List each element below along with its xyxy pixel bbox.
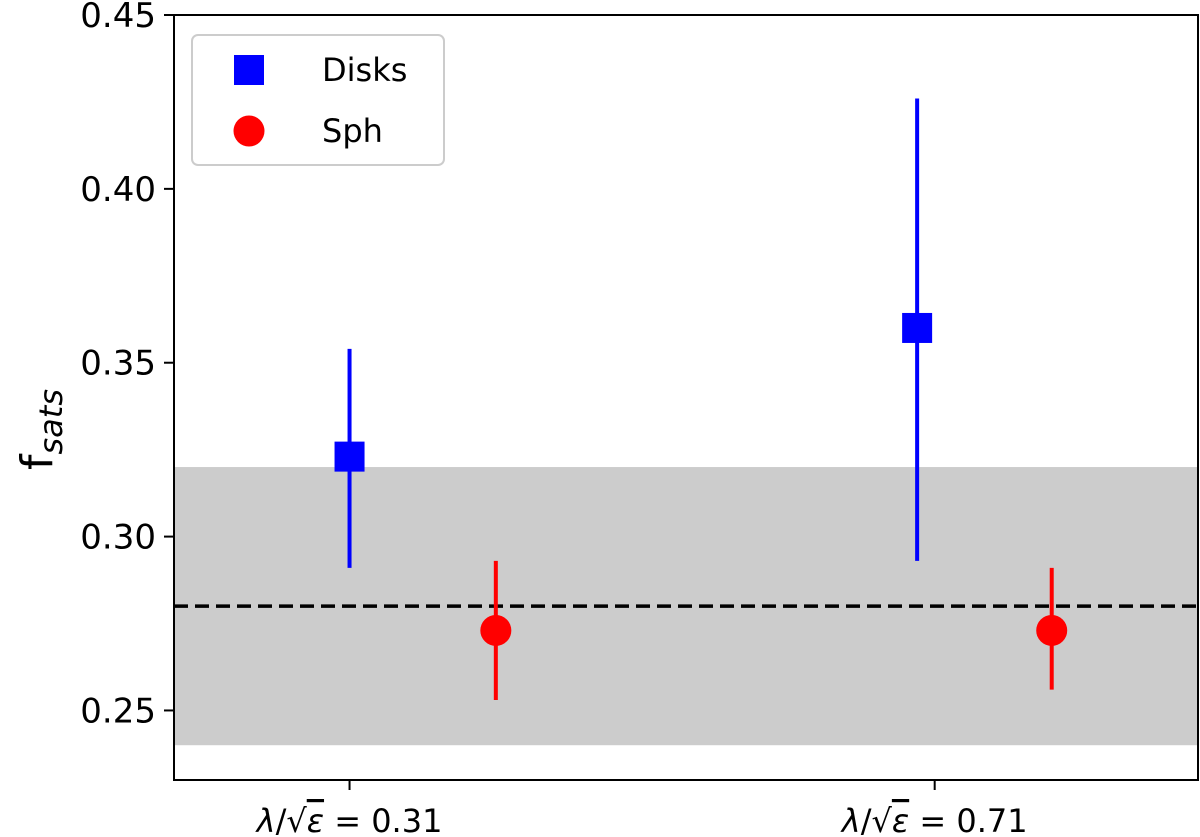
- data-point-sph-0: [480, 614, 512, 646]
- data-point-disks-0: [334, 441, 365, 472]
- x-tick-label-1: λ/√ε = 0.71: [840, 802, 1028, 837]
- y-tick-label-3: 0.40: [80, 170, 156, 210]
- y-tick-label-0: 0.25: [80, 691, 156, 731]
- data-point-disks-1: [902, 312, 933, 343]
- legend-marker-sph: [233, 115, 265, 147]
- legend: Disks Sph: [191, 34, 445, 166]
- legend-label-sph: Sph: [322, 112, 383, 150]
- y-axis-label-sub: sats: [32, 389, 70, 455]
- legend-label-disks: Disks: [322, 51, 407, 89]
- y-tick-label-2: 0.35: [80, 344, 156, 384]
- plot-frame: [173, 14, 1199, 781]
- legend-marker-disks: [234, 55, 264, 85]
- plot-area: [174, 98, 1198, 746]
- x-tick-label-0: λ/√ε = 0.31: [255, 802, 443, 837]
- y-axis-label: fsats: [12, 389, 70, 470]
- y-tick-label-4: 0.45: [80, 0, 156, 36]
- y-tick-label-1: 0.30: [80, 518, 156, 558]
- axes: 0.25 0.30 0.35 0.40 0.45 λ/√ε = 0.31 λ/√ε = 0.…: [80, 0, 1199, 837]
- y-axis-label-main: f: [12, 453, 63, 470]
- data-point-sph-1: [1036, 614, 1068, 646]
